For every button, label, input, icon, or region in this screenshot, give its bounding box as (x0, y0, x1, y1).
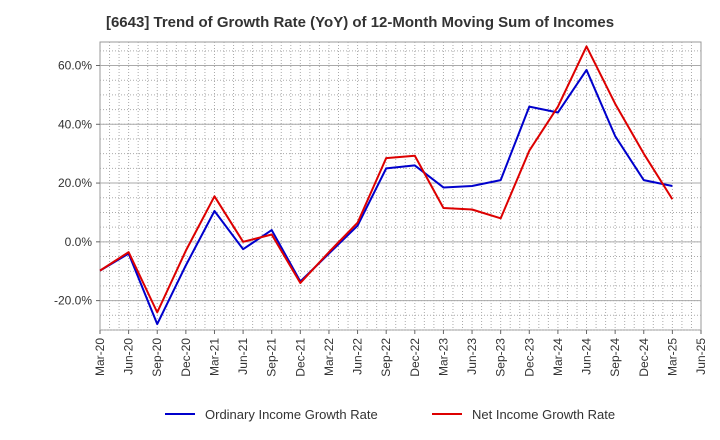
data-series (99, 45, 674, 326)
x-tick-label: Sep-23 (494, 338, 508, 377)
x-tick-label: Mar-22 (322, 338, 336, 376)
series-line-1 (99, 68, 673, 326)
x-tick-label: Mar-21 (207, 338, 221, 376)
y-tick-label: 60.0% (58, 59, 92, 73)
x-tick-label: Dec-21 (293, 338, 307, 377)
legend: Ordinary Income Growth Rate Net Income Gr… (165, 407, 615, 422)
legend-label-2: Net Income Growth Rate (472, 407, 615, 422)
x-tick-label: Dec-20 (179, 338, 193, 377)
legend-label-1: Ordinary Income Growth Rate (205, 407, 378, 422)
x-tick-label: Sep-22 (379, 338, 393, 377)
chart-title: [6643] Trend of Growth Rate (YoY) of 12-… (105, 14, 615, 31)
x-tick-label: Jun-25 (694, 338, 708, 375)
grid-lines (100, 42, 701, 331)
x-tick-label: Jun-24 (580, 338, 594, 375)
x-tick-label: Sep-20 (150, 338, 164, 377)
x-tick-label: Sep-24 (608, 338, 622, 377)
plot-area-frame (99, 41, 702, 331)
x-tick-label: Mar-25 (665, 338, 679, 376)
x-tick-label: Jun-21 (236, 338, 250, 375)
x-axis-tick-labels: Mar-20 Jun-20 Sep-20 Dec-20 Mar-21 Jun-21 Sep-… (93, 330, 708, 377)
x-tick-label: Jun-22 (351, 338, 365, 375)
x-tick-label: Jun-23 (465, 338, 479, 375)
x-tick-label: Dec-24 (637, 338, 651, 377)
series-line-2 (99, 45, 674, 314)
x-tick-label: Sep-21 (265, 338, 279, 377)
x-tick-label: Mar-20 (93, 338, 107, 376)
x-tick-label: Mar-24 (551, 338, 565, 376)
x-tick-label: Jun-20 (122, 338, 136, 375)
y-tick-label: 40.0% (58, 117, 92, 131)
y-axis-tick-labels: -20.0% 0.0% 20.0% 40.0% 60.0% (54, 59, 100, 308)
x-tick-label: Mar-23 (436, 338, 450, 376)
x-tick-label: Dec-23 (522, 338, 536, 377)
y-tick-label: -20.0% (54, 294, 92, 308)
y-tick-label: 20.0% (58, 176, 92, 190)
x-tick-label: Dec-22 (408, 338, 422, 377)
y-tick-label: 0.0% (65, 235, 93, 249)
